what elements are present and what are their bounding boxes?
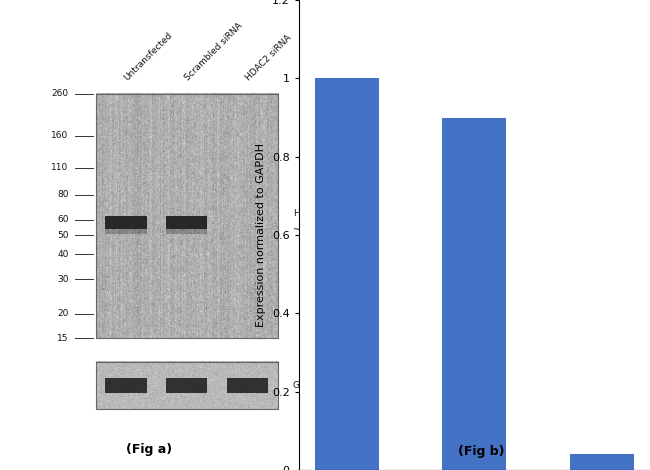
Bar: [105, 378, 147, 393]
Bar: [105, 216, 147, 229]
Text: 50: 50: [57, 231, 69, 240]
Bar: [443, 118, 506, 470]
Y-axis label: Expression normalized to GAPDH: Expression normalized to GAPDH: [256, 143, 266, 327]
Text: 60: 60: [57, 215, 69, 224]
Text: 160: 160: [51, 131, 69, 140]
Text: (Fig a): (Fig a): [126, 443, 172, 456]
Text: Untransfected: Untransfected: [123, 31, 174, 82]
Bar: [570, 454, 634, 470]
Text: Scrambled siRNA: Scrambled siRNA: [183, 21, 244, 82]
Text: 40: 40: [57, 250, 69, 259]
Text: 80: 80: [57, 190, 69, 199]
Text: 110: 110: [51, 163, 69, 172]
Text: HDAC2 siRNA: HDAC2 siRNA: [244, 33, 293, 82]
Text: 20: 20: [57, 309, 69, 318]
Bar: [166, 378, 207, 393]
Bar: [315, 78, 378, 470]
Bar: [96, 362, 278, 409]
Bar: [105, 216, 147, 235]
Text: 260: 260: [51, 89, 69, 99]
Bar: [166, 216, 207, 229]
Bar: [96, 94, 278, 338]
Text: ~ 58 kDa: ~ 58 kDa: [292, 225, 335, 234]
Text: (Fig b): (Fig b): [458, 445, 504, 458]
Bar: [227, 378, 268, 393]
Text: HDAC2: HDAC2: [292, 209, 324, 218]
Text: 15: 15: [57, 334, 69, 343]
Bar: [166, 216, 207, 235]
Text: GAPDH: GAPDH: [292, 381, 325, 390]
Text: 30: 30: [57, 274, 69, 283]
